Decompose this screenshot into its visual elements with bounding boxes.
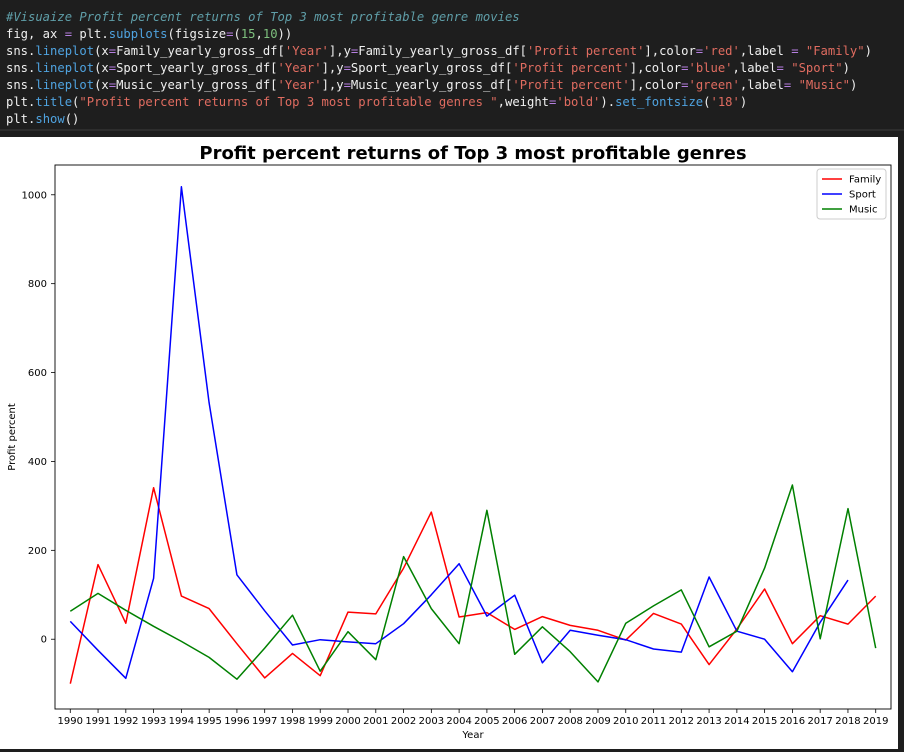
y-tick-label: 200 (28, 546, 47, 557)
code-block: #Visuaize Profit percent returns of Top … (6, 10, 872, 126)
x-tick-label: 2019 (863, 716, 888, 727)
x-tick-label: 2007 (530, 716, 555, 727)
x-tick-label: 1995 (196, 716, 221, 727)
x-tick-label: 2016 (780, 716, 805, 727)
series-line-music (69, 484, 877, 683)
plot-frame (54, 164, 892, 710)
x-tick-label: 1996 (224, 716, 249, 727)
x-tick-label: 2018 (835, 716, 860, 727)
y-tick-label: 800 (28, 279, 47, 290)
x-tick-label: 2000 (335, 716, 360, 727)
x-tick-label: 2017 (807, 716, 832, 727)
x-tick-label: 1998 (280, 716, 305, 727)
x-axis-label: Year (461, 730, 484, 741)
x-tick-label: 2011 (641, 716, 666, 727)
x-tick-label: 2012 (669, 716, 694, 727)
x-tick-label: 1993 (141, 716, 166, 727)
x-tick-label: 2001 (363, 716, 388, 727)
x-tick-label: 2015 (752, 716, 777, 727)
x-tick-label: 2009 (585, 716, 610, 727)
x-tick-label: 2002 (391, 716, 416, 727)
x-tick-label: 1990 (58, 716, 83, 727)
x-tick-label: 1992 (113, 716, 138, 727)
x-tick-label: 1994 (169, 716, 194, 727)
series-line-sport (69, 186, 849, 680)
x-tick-label: 2005 (474, 716, 499, 727)
y-axis-label: Profit percent (7, 403, 18, 471)
x-tick-label: 1999 (308, 716, 333, 727)
y-tick-label: 600 (28, 368, 47, 379)
x-tick-label: 2006 (502, 716, 527, 727)
x-tick-label: 2010 (613, 716, 638, 727)
cell-output: Profit percent returns of Top 3 most pro… (0, 137, 898, 749)
legend-box (816, 168, 887, 220)
legend-label-music: Music (849, 205, 877, 216)
x-tick-label: 2013 (696, 716, 721, 727)
legend-label-sport: Sport (849, 190, 876, 201)
x-tick-label: 1991 (85, 716, 110, 727)
code-cell[interactable]: #Visuaize Profit percent returns of Top … (0, 0, 904, 131)
x-tick-label: 1997 (252, 716, 277, 727)
y-tick-label: 0 (41, 635, 47, 646)
x-tick-label: 2004 (446, 716, 471, 727)
x-tick-label: 2003 (419, 716, 444, 727)
code-comment: #Visuaize Profit percent returns of Top … (6, 10, 520, 24)
line-chart: Profit percent returns of Top 3 most pro… (7, 143, 892, 741)
y-tick-label: 400 (28, 457, 47, 468)
y-tick-label: 1000 (22, 190, 47, 201)
chart-title: Profit percent returns of Top 3 most pro… (199, 143, 746, 164)
legend-label-family: Family (849, 175, 881, 186)
x-tick-label: 2014 (724, 716, 749, 727)
series-line-family (69, 486, 877, 684)
x-tick-label: 2008 (557, 716, 582, 727)
